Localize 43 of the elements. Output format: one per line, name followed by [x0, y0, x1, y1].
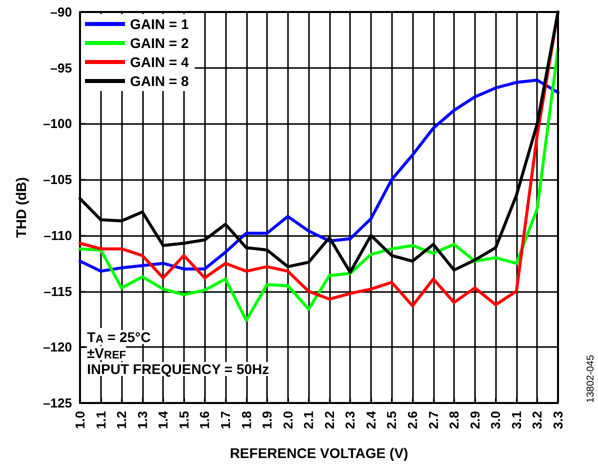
x-tick-label: 1.2	[114, 411, 130, 430]
annotation: ±VREF	[87, 345, 126, 362]
x-tick-label: 2.5	[384, 411, 400, 430]
y-tick-label: –125	[43, 396, 72, 410]
x-tick-label: 3.2	[530, 411, 545, 430]
legend-label: GAIN = 2	[130, 35, 189, 51]
x-tick-label: 2.6	[405, 411, 420, 430]
x-tick-label: 2.3	[342, 411, 358, 430]
legend-label: GAIN = 4	[130, 54, 189, 70]
x-tick-label: 1.8	[238, 411, 254, 430]
x-tick-label: 3.3	[550, 411, 566, 430]
x-tick-label: 1.1	[93, 411, 108, 430]
legend-label: GAIN = 1	[130, 16, 189, 32]
annotation: INPUT FREQUENCY = 50Hz	[87, 361, 270, 377]
x-tick-label: 1.5	[176, 411, 192, 430]
x-tick-label: 2.0	[280, 411, 296, 430]
y-tick-label: –90	[50, 4, 72, 20]
x-tick-label: 2.1	[301, 411, 316, 430]
x-axis-title: REFERENCE VOLTAGE (V)	[230, 445, 408, 461]
x-tick-label: 2.4	[363, 410, 378, 430]
x-tick-label: 1.6	[197, 411, 212, 430]
x-tick-label: 1.4	[156, 410, 171, 430]
x-tick-label: 3.0	[488, 411, 504, 430]
x-tick-label: 1.3	[134, 411, 150, 430]
y-tick-label: –115	[44, 284, 72, 299]
x-tick-label: 2.8	[446, 411, 462, 430]
x-tick-label: 1.9	[260, 411, 275, 430]
y-axis-title: THD (dB)	[13, 177, 29, 238]
x-tick-label: 2.7	[426, 411, 441, 430]
y-tick-label: –100	[43, 116, 72, 132]
x-tick-label: 1.0	[72, 411, 88, 430]
x-tick-label: 2.9	[467, 411, 482, 430]
x-tick-label: 1.7	[218, 411, 233, 430]
text: 13802-045	[586, 354, 596, 403]
y-tick-label: –95	[50, 60, 72, 76]
y-tick-label: –110	[44, 228, 72, 243]
line-series	[78, 47, 560, 322]
x-tick-label: 2.2	[322, 411, 337, 430]
y-tick-label: –105	[43, 172, 72, 188]
legend-label: GAIN = 8	[130, 73, 189, 89]
y-tick-label: –120	[43, 340, 72, 355]
annotation: TA = 25°C	[87, 329, 151, 346]
x-tick-label: 3.1	[508, 411, 524, 430]
